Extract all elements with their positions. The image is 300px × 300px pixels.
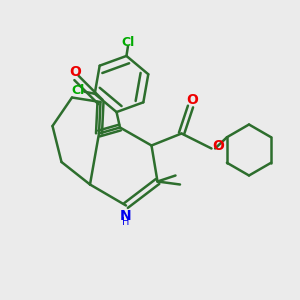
Text: Cl: Cl: [121, 36, 135, 49]
Text: N: N: [120, 209, 132, 223]
Text: O: O: [212, 139, 224, 153]
Text: O: O: [186, 94, 198, 107]
Text: O: O: [69, 65, 81, 79]
Text: Cl: Cl: [72, 84, 85, 97]
Text: H: H: [122, 217, 130, 227]
